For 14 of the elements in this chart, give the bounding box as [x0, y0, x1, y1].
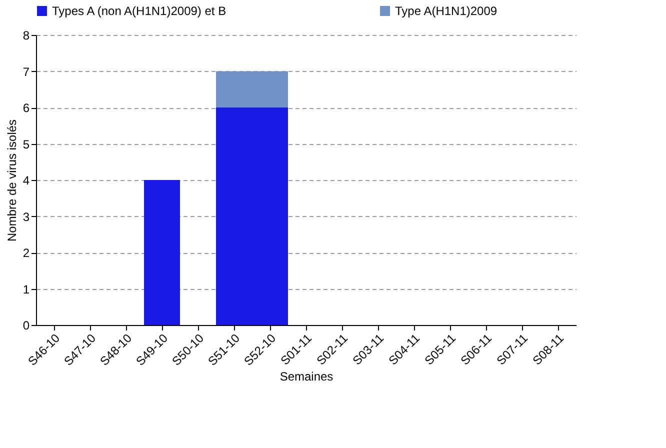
legend-label: Types A (non A(H1N1)2009) et B: [52, 4, 226, 18]
y-tick-label: 1: [22, 282, 30, 296]
y-tick-label: 8: [22, 28, 30, 42]
y-tick-label: 0: [22, 318, 30, 332]
y-tick-label: 2: [22, 246, 30, 260]
y-tick-label: 4: [22, 174, 30, 188]
y-axis-title: Nombre de virus isolés: [4, 119, 19, 242]
bar: [144, 180, 180, 325]
y-tick-label: 6: [22, 101, 30, 115]
y-tick-label: 7: [22, 64, 30, 79]
y-tick-label: 3: [22, 210, 30, 224]
legend-label: Type A(H1N1)2009: [395, 4, 498, 18]
x-axis-title: Semaines: [280, 370, 334, 384]
y-tick-label: 5: [22, 137, 30, 152]
